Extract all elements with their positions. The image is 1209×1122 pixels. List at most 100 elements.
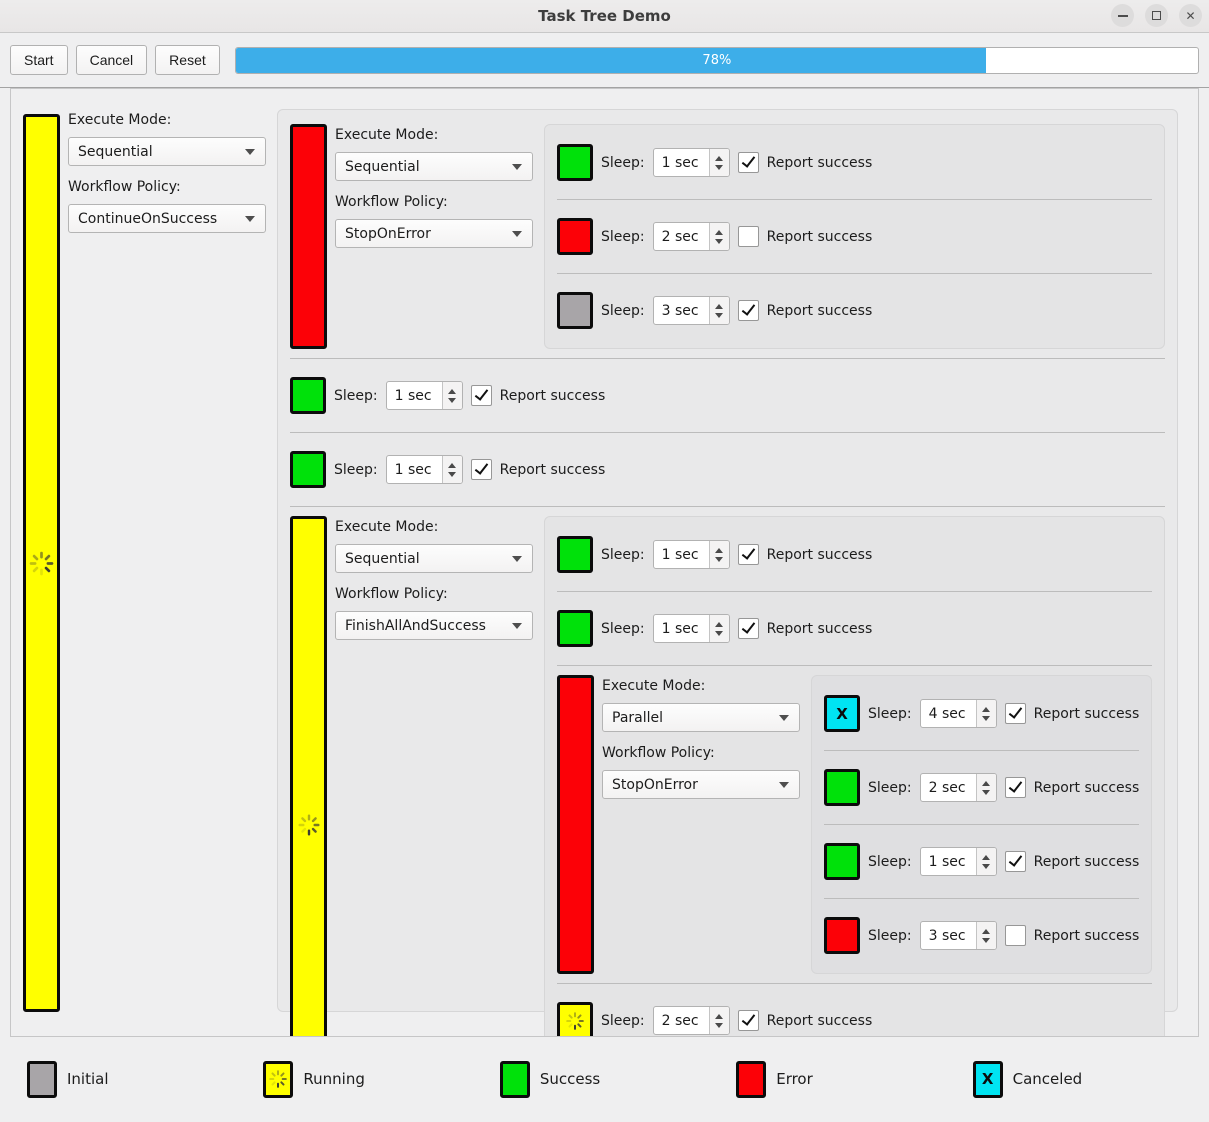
sleep-spinbox[interactable]: 2 sec (919, 773, 997, 802)
execute-mode-select[interactable]: Parallel (602, 703, 800, 732)
task-row: Sleep: 3 sec Report success (824, 908, 1139, 963)
check-icon (474, 386, 488, 401)
chevron-down-icon (512, 622, 522, 629)
workflow-policy-select[interactable]: FinishAllAndSuccess (335, 611, 533, 640)
workflow-policy-label: Workflow Policy: (335, 586, 448, 602)
spin-up-icon[interactable] (715, 1013, 724, 1019)
sleep-spinbox[interactable]: 3 sec (652, 296, 730, 325)
execute-mode-select[interactable]: Sequential (68, 137, 266, 166)
sleep-spinbox[interactable]: 4 sec (919, 699, 997, 728)
report-success-checkbox[interactable] (1004, 925, 1026, 946)
start-button[interactable]: Start (10, 45, 68, 75)
report-success-checkbox[interactable] (1004, 851, 1026, 872)
maximize-button[interactable] (1145, 4, 1168, 27)
execute-mode-select[interactable]: Sequential (335, 544, 533, 573)
separator (824, 898, 1140, 899)
spin-up-icon[interactable] (715, 621, 724, 627)
spin-up-icon[interactable] (982, 706, 991, 712)
spin-down-icon[interactable] (715, 630, 724, 636)
spin-up-icon[interactable] (715, 229, 724, 235)
sleep-spinbox[interactable]: 2 sec (652, 222, 730, 251)
spin-up-icon[interactable] (448, 462, 457, 468)
check-icon (741, 301, 755, 316)
spin-up-icon[interactable] (715, 547, 724, 553)
report-success-checkbox[interactable] (470, 459, 492, 480)
minimize-button[interactable] (1111, 4, 1134, 27)
spin-down-icon[interactable] (715, 1022, 724, 1028)
busy-spinner-icon (269, 1070, 288, 1088)
check-icon (1008, 852, 1022, 867)
report-success-checkbox[interactable] (1004, 777, 1026, 798)
chevron-down-icon (512, 230, 522, 237)
report-success-label: Report success (1033, 927, 1140, 944)
cancel-button[interactable]: Cancel (75, 45, 148, 75)
execute-mode-select[interactable]: Sequential (335, 152, 533, 181)
separator (824, 750, 1140, 751)
sleep-spinbox[interactable]: 3 sec (919, 921, 997, 950)
report-success-checkbox[interactable] (737, 1010, 759, 1031)
report-success-checkbox[interactable] (737, 300, 759, 321)
workflow-policy-select[interactable]: StopOnError (335, 219, 533, 248)
spin-down-icon[interactable] (715, 556, 724, 562)
sleep-spinbox[interactable]: 1 sec (652, 148, 730, 177)
report-success-checkbox[interactable] (737, 226, 759, 247)
busy-spinner-icon (29, 551, 54, 575)
legend-label: Canceled (1012, 1070, 1083, 1088)
check-icon (474, 460, 488, 475)
sleep-spinbox[interactable]: 1 sec (652, 614, 730, 643)
report-success-checkbox[interactable] (737, 152, 759, 173)
report-success-checkbox[interactable] (1004, 703, 1026, 724)
spin-up-icon[interactable] (982, 928, 991, 934)
sleep-value: 1 sec (394, 461, 432, 478)
spin-up-icon[interactable] (982, 780, 991, 786)
spin-down-icon[interactable] (982, 937, 991, 943)
task-tree-area: Execute Mode: Sequential Workflow Policy… (10, 88, 1199, 1037)
sleep-spinbox[interactable]: 1 sec (652, 540, 730, 569)
spin-down-icon[interactable] (715, 238, 724, 244)
status-square (557, 144, 593, 181)
task-row: Sleep: 1 sec Report success (824, 834, 1139, 889)
spin-down-icon[interactable] (715, 312, 724, 318)
spin-up-icon[interactable] (715, 303, 724, 309)
spin-down-icon[interactable] (982, 863, 991, 869)
spin-down-icon[interactable] (448, 397, 457, 403)
execute-mode-value: Sequential (78, 143, 153, 160)
spin-up-icon[interactable] (448, 388, 457, 394)
status-square (824, 769, 860, 806)
sleep-spinbox[interactable]: 1 sec (385, 381, 463, 410)
spin-down-icon[interactable] (982, 789, 991, 795)
report-success-checkbox[interactable] (737, 544, 759, 565)
sleep-value: 1 sec (928, 853, 966, 870)
close-button[interactable]: ✕ (1179, 4, 1202, 27)
error-status-icon (736, 1060, 767, 1098)
busy-spinner-icon (566, 1011, 584, 1030)
reset-button[interactable]: Reset (155, 45, 220, 75)
spin-down-icon[interactable] (982, 715, 991, 721)
workflow-policy-select[interactable]: ContinueOnSuccess (68, 204, 266, 233)
group1: Execute Mode: Sequential Workflow Policy… (290, 124, 1166, 349)
report-success-checkbox[interactable] (470, 385, 492, 406)
legend-item-success: Success (499, 1060, 736, 1098)
legend-item-running: Running (263, 1060, 499, 1098)
spin-buttons (708, 1007, 729, 1034)
report-success-checkbox[interactable] (737, 618, 759, 639)
check-icon (1008, 704, 1022, 719)
group2-status-bar (290, 516, 327, 1036)
execute-mode-label: Execute Mode: (335, 127, 439, 143)
workflow-policy-select[interactable]: StopOnError (602, 770, 800, 799)
sleep-spinbox[interactable]: 1 sec (385, 455, 463, 484)
sleep-spinbox[interactable]: 2 sec (652, 1006, 730, 1035)
report-success-label: Report success (766, 154, 873, 171)
root-controls: Execute Mode: Sequential Workflow Policy… (68, 109, 266, 1012)
legend-label: Success (539, 1070, 601, 1088)
spin-down-icon[interactable] (715, 164, 724, 170)
check-icon (741, 1011, 755, 1026)
sleep-value: 2 sec (928, 779, 966, 796)
spin-up-icon[interactable] (982, 854, 991, 860)
spin-up-icon[interactable] (715, 155, 724, 161)
title-bar: Task Tree Demo ✕ (0, 0, 1209, 33)
sleep-spinbox[interactable]: 1 sec (919, 847, 997, 876)
separator (557, 591, 1153, 592)
spin-down-icon[interactable] (448, 471, 457, 477)
execute-mode-label: Execute Mode: (602, 678, 706, 694)
